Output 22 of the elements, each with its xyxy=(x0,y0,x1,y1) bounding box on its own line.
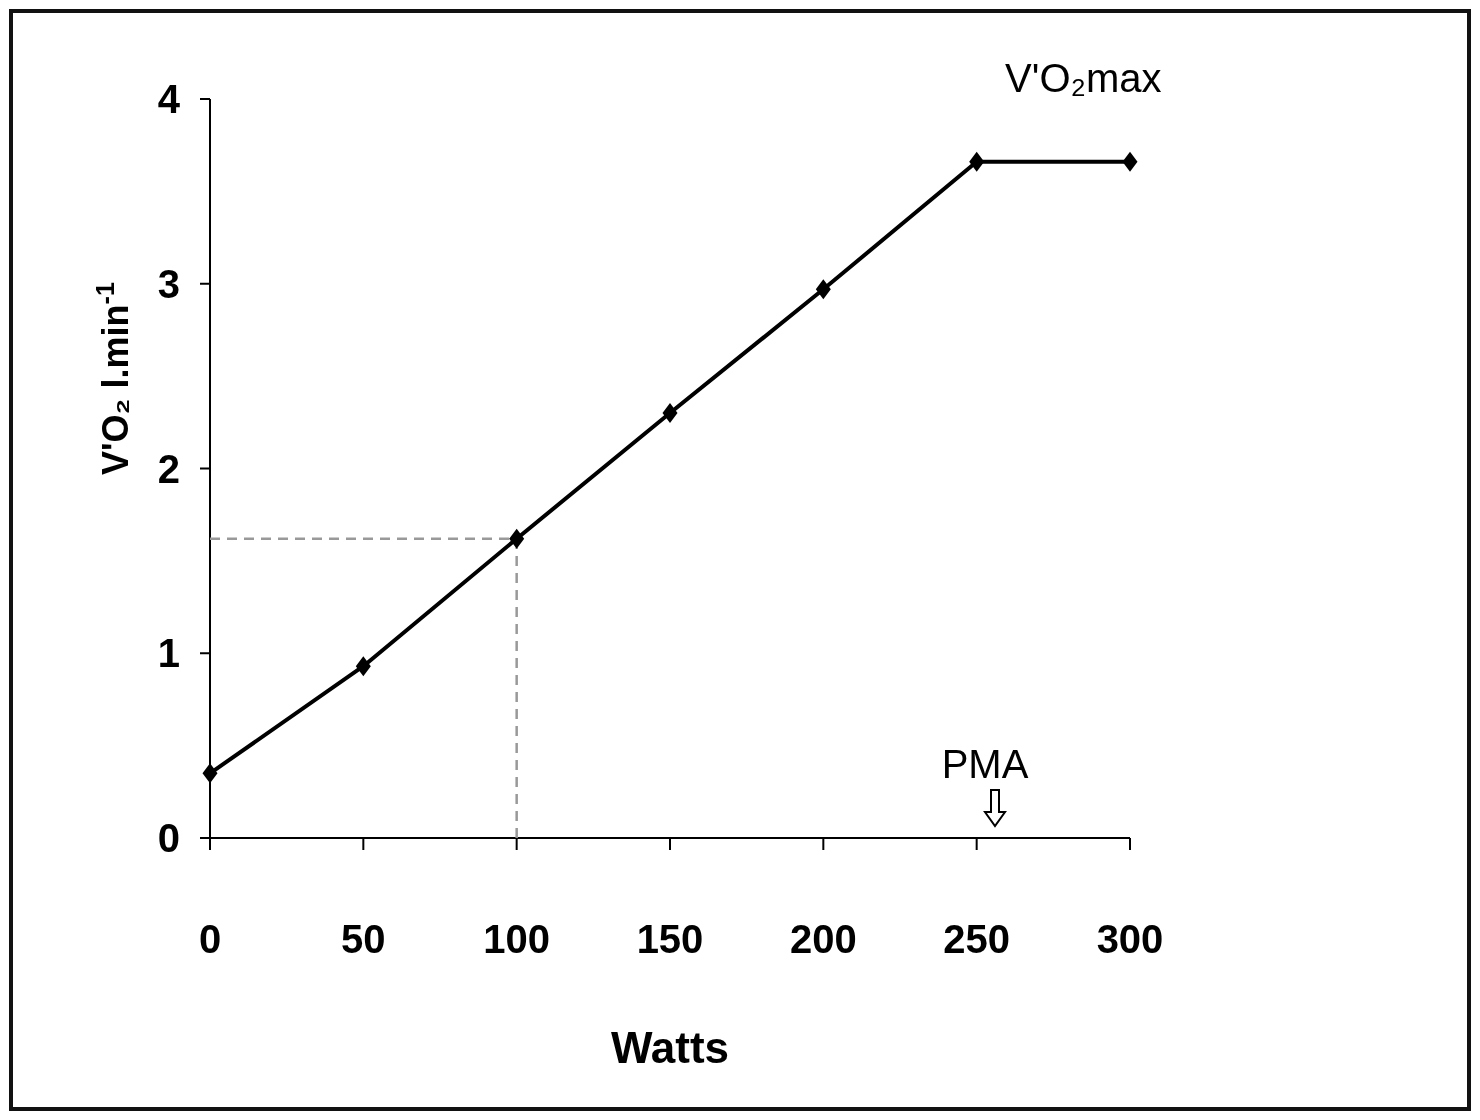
point xyxy=(509,528,525,549)
y-tick-label: 1 xyxy=(157,631,180,676)
y-tick-label: 3 xyxy=(157,261,180,306)
x-tick-label: 100 xyxy=(483,917,551,961)
annotation: PMA xyxy=(941,742,1029,786)
point xyxy=(969,151,985,172)
x-axis-title: Watts xyxy=(610,1023,730,1072)
y-tick-label: 0 xyxy=(157,816,180,860)
x-tick-label: 150 xyxy=(636,917,704,961)
point xyxy=(355,656,371,677)
x-tick-label: 250 xyxy=(943,917,1011,961)
y-tick-label: 2 xyxy=(157,446,180,491)
y-tick-label: 4 xyxy=(157,77,181,121)
point xyxy=(1122,151,1138,172)
point xyxy=(202,763,218,784)
x-tick-label: 50 xyxy=(341,917,386,961)
x-tick-label: 0 xyxy=(198,917,222,961)
x-tick-label: 200 xyxy=(789,917,857,961)
annotation: V'O₂max xyxy=(1005,55,1162,100)
x-tick-label: 300 xyxy=(1096,917,1164,961)
point xyxy=(662,403,678,424)
point xyxy=(815,279,831,300)
